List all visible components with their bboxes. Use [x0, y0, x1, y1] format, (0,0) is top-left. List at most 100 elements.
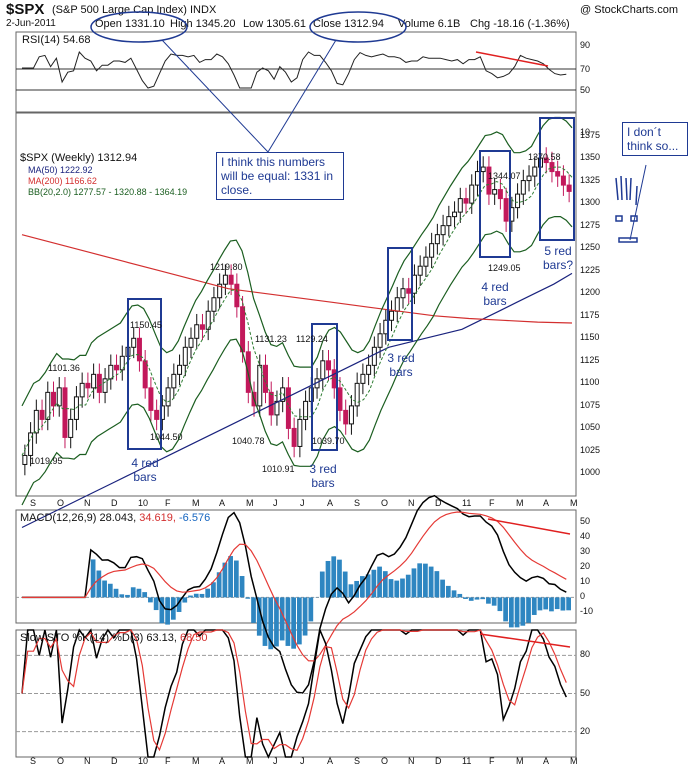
price-label-annotation: 1010.91 [262, 464, 295, 474]
candle-body [429, 243, 435, 258]
ann-5-red: 5 red bars? [542, 244, 574, 272]
x-tick: F [165, 498, 171, 508]
macd-tick: 40 [580, 531, 591, 542]
candle-body [320, 360, 326, 380]
macd-group [16, 494, 576, 694]
candle-body [297, 418, 303, 447]
macd-histogram-bar [382, 571, 388, 598]
sto-group [16, 627, 576, 759]
x-tick-bottom: A [219, 756, 226, 766]
macd-histogram-bar [463, 597, 468, 599]
x-tick: F [489, 498, 495, 508]
price-label-annotation: 1344.07 [488, 171, 521, 181]
macd-histogram-bar [211, 582, 216, 598]
candle-body [423, 256, 429, 267]
x-tick: A [327, 498, 334, 508]
bb-lower-line [21, 216, 573, 506]
x-tick: N [84, 498, 91, 508]
x-tick-bottom: J [300, 756, 305, 766]
macd-histogram-bar [348, 584, 354, 598]
x-tick-bottom: S [354, 756, 361, 766]
macd-histogram-bar [102, 580, 107, 598]
candle-body [177, 364, 183, 375]
note-right: I don´t think so... [622, 122, 688, 156]
x-tick-bottom: 11 [462, 756, 472, 766]
candle-body [39, 409, 45, 420]
candle-body [240, 306, 246, 353]
macd-histogram-bar [107, 583, 113, 598]
macd-histogram-bar [543, 597, 549, 610]
ellipse-close [309, 11, 407, 43]
macd-histogram-bar [233, 560, 239, 598]
price-label-annotation: 1150.45 [130, 320, 162, 330]
macd-histogram-bar [159, 597, 165, 624]
x-tick: M [516, 498, 524, 508]
price-label: $SPX (Weekly) 1312.94 [20, 152, 138, 164]
price-label-annotation: 1044.50 [150, 432, 183, 442]
candle-body [222, 274, 228, 285]
macd-histogram-bar [537, 597, 543, 611]
candle-body [33, 409, 39, 434]
box-3-red-mid [311, 323, 338, 451]
macd-histogram-bar [188, 595, 193, 598]
rsi-panel-frame [15, 31, 577, 113]
macd-histogram-bar [497, 597, 503, 612]
macd-histogram-bar [297, 597, 302, 645]
sto-divergence [479, 633, 571, 648]
x-tick-bottom: M [192, 756, 200, 766]
sto-tick: 20 [580, 725, 591, 736]
macd-histogram-bar [96, 570, 102, 598]
candle-body [114, 364, 120, 371]
price-label-annotation: 1101.36 [48, 363, 80, 373]
symbol-title: $SPX [6, 1, 45, 18]
box-3-red-nov [387, 247, 413, 341]
candle-body [474, 171, 480, 186]
x-tick-bottom: D [435, 756, 442, 766]
macd-tick: -10 [580, 606, 594, 617]
rsi-divergence [475, 51, 549, 67]
macd-histogram-bar [285, 597, 291, 646]
candle-body [411, 274, 417, 294]
x-tick-bottom: F [489, 756, 495, 766]
bb-label: BB(20,2.0) 1277.57 - 1320.88 - 1364.19 [28, 187, 188, 197]
candle-body [371, 346, 377, 366]
x-tick: A [543, 498, 550, 508]
candle-body [142, 360, 148, 389]
price-tick: 1075 [580, 399, 601, 410]
x-tick-bottom: 10 [138, 756, 149, 766]
macd-histogram-bar [302, 597, 308, 636]
right-connector [629, 164, 647, 241]
x-tick: 11 [462, 498, 472, 508]
candle-body [131, 337, 137, 348]
box-5-red [539, 117, 575, 241]
price-tick: 1225 [580, 264, 601, 275]
candle-body [79, 382, 85, 398]
candle-body [354, 382, 360, 407]
candle-body [188, 337, 194, 348]
quote-volume: Volume 6.1B [398, 18, 461, 30]
right-sketch-bars [615, 175, 638, 243]
macd-histogram-bar [480, 597, 486, 600]
x-tick: O [57, 498, 65, 508]
candle-body [555, 171, 561, 177]
candle-body [440, 225, 446, 236]
x-tick: S [354, 498, 361, 508]
macd-histogram-bar [337, 559, 342, 598]
x-tick-bottom: J [273, 756, 278, 766]
macd-histogram-bar [566, 597, 571, 611]
macd-histogram-bar [554, 597, 560, 610]
x-tick-bottom: O [57, 756, 65, 766]
macd-histogram-bar [279, 597, 285, 641]
candle-body [515, 193, 521, 209]
candle-body [108, 364, 114, 380]
sto-label: Slow STO %K(14) %D(3) 63.13, 68.50 [20, 632, 208, 644]
connector-open [161, 39, 269, 153]
x-tick: N [408, 498, 415, 508]
macd-histogram-bar [549, 597, 554, 612]
candle-body [520, 180, 526, 195]
macd-histogram-bar [262, 597, 268, 646]
macd-histogram-bar [445, 585, 451, 598]
macd-histogram-bar [400, 578, 405, 598]
macd-label: MACD(12,26,9) 28.043, 34.619, -6.576 [20, 512, 211, 524]
macd-histogram-bar [130, 587, 136, 598]
